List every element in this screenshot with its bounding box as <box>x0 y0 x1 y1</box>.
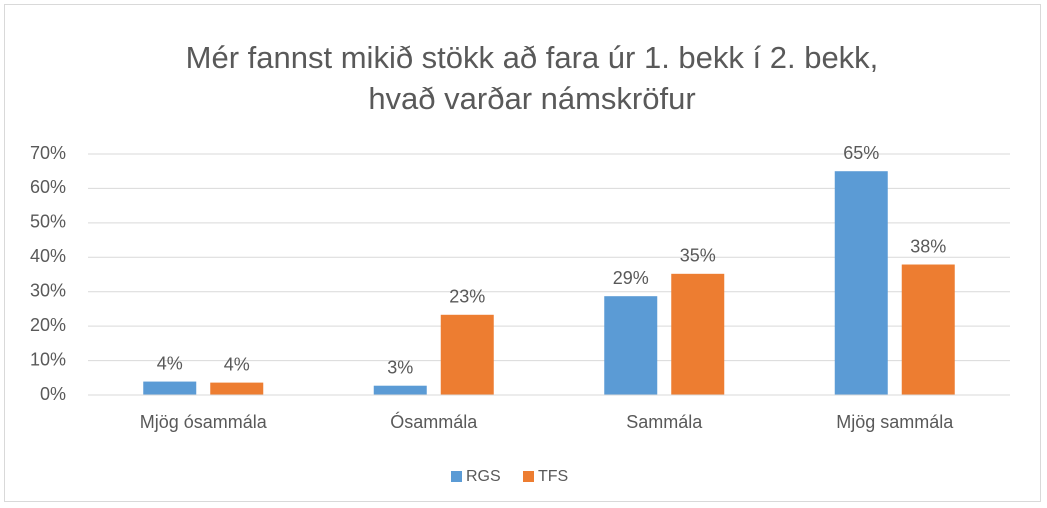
bar <box>604 296 658 395</box>
y-tick-label: 20% <box>30 315 66 335</box>
bar <box>373 385 427 395</box>
data-label: 35% <box>680 246 716 266</box>
bar <box>671 273 725 395</box>
data-label: 65% <box>843 143 879 163</box>
bar <box>210 382 264 395</box>
y-tick-label: 50% <box>30 212 66 232</box>
data-label: 38% <box>910 236 946 256</box>
legend-label: TFS <box>538 468 568 485</box>
data-label: 4% <box>157 353 183 373</box>
legend-swatch <box>451 471 462 482</box>
legend-label: RGS <box>466 468 501 485</box>
y-tick-label: 70% <box>30 143 66 163</box>
bar <box>143 381 197 395</box>
x-tick-label: Sammála <box>626 412 703 432</box>
y-tick-label: 40% <box>30 246 66 266</box>
data-label: 3% <box>387 357 413 377</box>
bar <box>440 314 494 395</box>
bar <box>834 171 888 395</box>
y-tick-label: 10% <box>30 349 66 369</box>
y-tick-label: 0% <box>40 384 66 404</box>
x-tick-label: Ósammála <box>390 411 478 432</box>
data-label: 29% <box>613 268 649 288</box>
chart-title: hvað varðar námskröfur <box>368 81 695 116</box>
x-tick-label: Mjög ósammála <box>140 412 268 432</box>
legend-swatch <box>523 471 534 482</box>
chart-title: Mér fannst mikið stökk að fara úr 1. bek… <box>186 40 879 75</box>
bar <box>901 264 955 395</box>
data-label: 4% <box>224 354 250 374</box>
data-label: 23% <box>449 287 485 307</box>
x-tick-label: Mjög sammála <box>836 412 954 432</box>
y-tick-label: 30% <box>30 280 66 300</box>
y-tick-label: 60% <box>30 177 66 197</box>
